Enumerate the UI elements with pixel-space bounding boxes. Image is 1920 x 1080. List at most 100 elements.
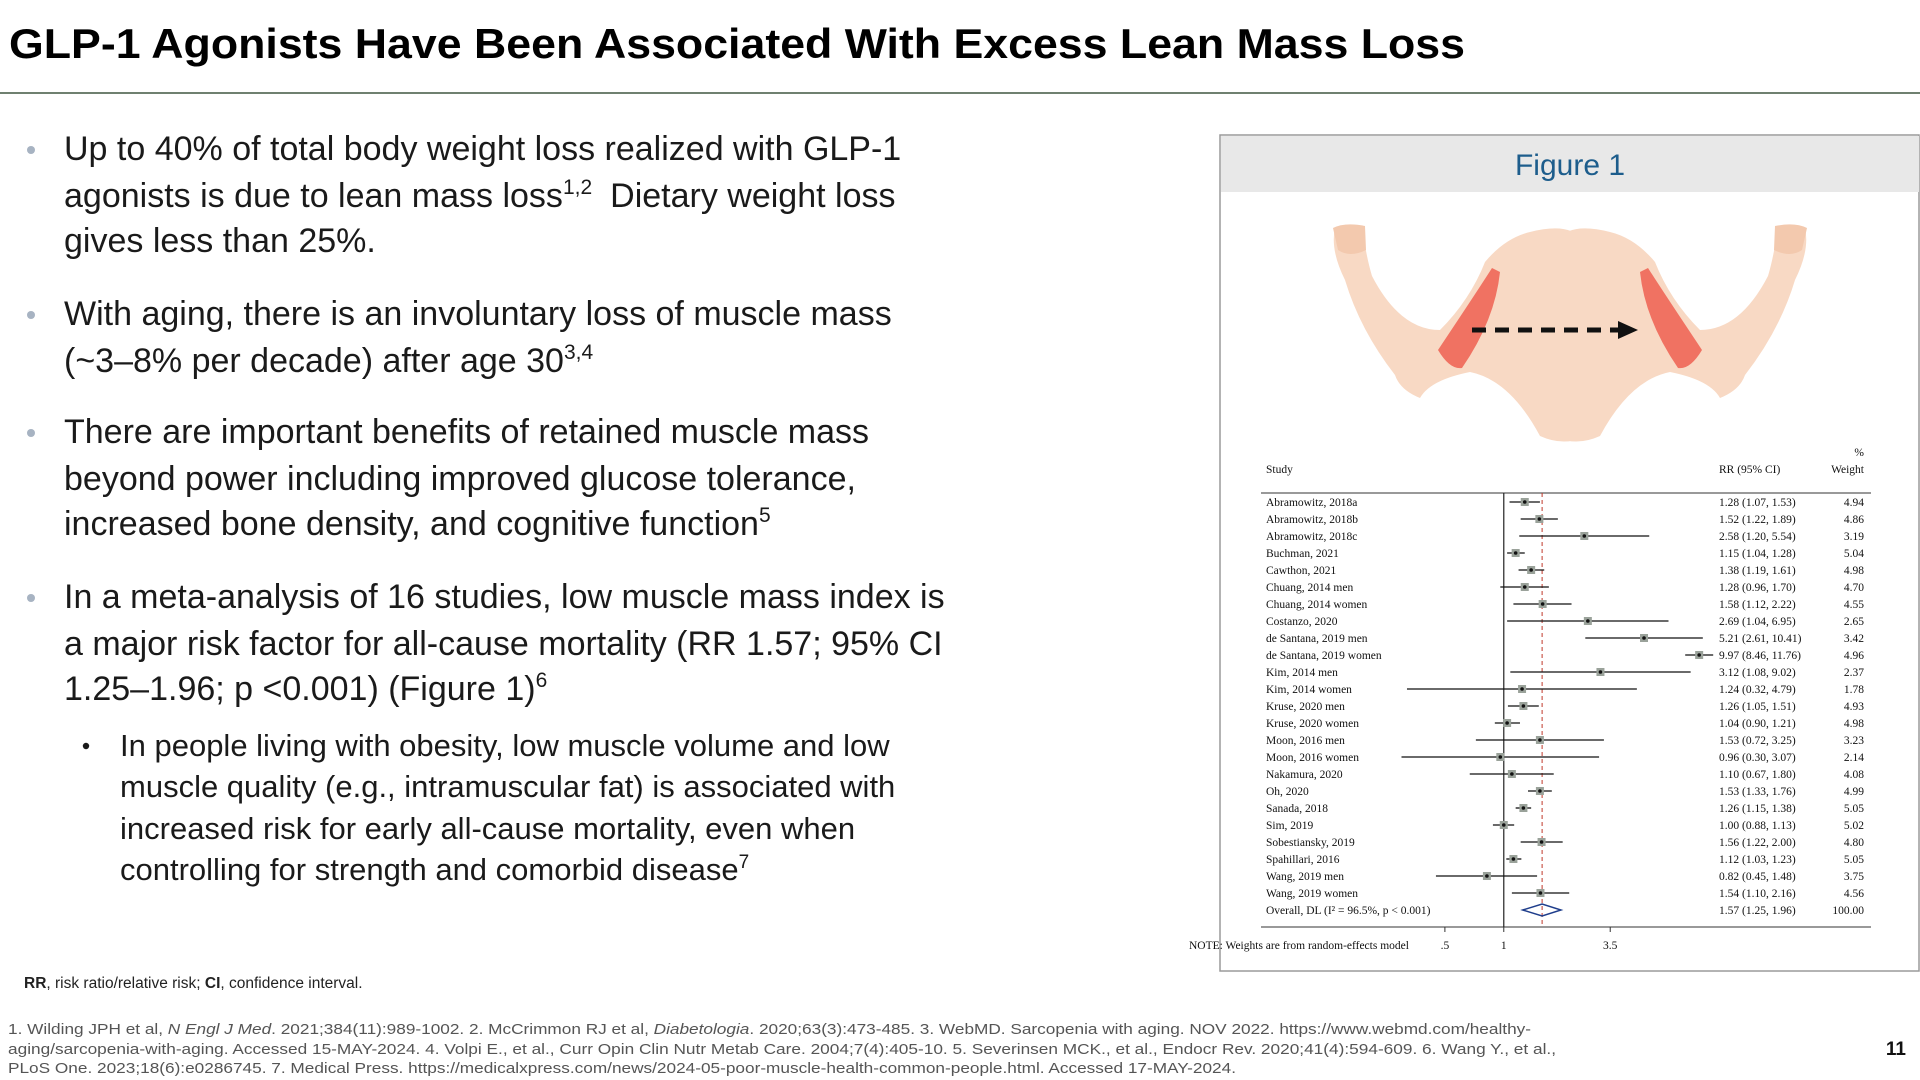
abbr: RR <box>24 975 46 992</box>
rr-label: 1.56 (1.22, 2.00) <box>1719 837 1796 849</box>
bullets: Up to 40% of total body weight loss real… <box>27 130 945 887</box>
point <box>1586 619 1590 623</box>
rr-label: 1.53 (0.72, 3.25) <box>1719 735 1796 747</box>
weight: 2.14 <box>1844 752 1864 764</box>
point <box>1540 602 1545 606</box>
bullet-line: increased bone density, and cognitive fu… <box>64 504 771 543</box>
superscript: 3,4 <box>564 341 594 364</box>
rr-label: 1.52 (1.22, 1.89) <box>1719 514 1796 526</box>
weight: 4.56 <box>1844 888 1864 900</box>
point <box>1537 517 1542 521</box>
figure: Figure 1 <box>1219 134 1920 972</box>
study-name: Abramowitz, 2018c <box>1266 531 1357 543</box>
rr-label: 1.53 (1.33, 1.76) <box>1719 786 1796 798</box>
weight: 4.55 <box>1844 599 1864 611</box>
rr-label: 0.82 (0.45, 1.48) <box>1719 871 1796 883</box>
study-name: Moon, 2016 women <box>1266 752 1359 764</box>
bullet-line: agonists is due to lean mass loss1,2 Diet… <box>64 176 895 215</box>
forest-plot: Study RR (95% CI)% Weight .5 1 3.5 Abramowitz,… <box>1189 447 1871 952</box>
bullet-line: gives less than 25%. <box>64 222 376 260</box>
point <box>1511 857 1516 861</box>
text: , confidence interval. <box>220 975 362 992</box>
weight: 5.05 <box>1844 803 1864 815</box>
sub-bullet-line: increased risk for early all-cause morta… <box>120 811 855 846</box>
overall-diamond <box>1520 903 1564 917</box>
study-name: Overall, DL (I² = 96.5%, p < 0.001) <box>1266 905 1431 917</box>
superscript: 6 <box>536 669 548 692</box>
point <box>1510 772 1514 776</box>
study-name: de Santana, 2019 women <box>1266 650 1382 662</box>
rr-label: 2.58 (1.20, 5.54) <box>1719 531 1796 543</box>
weight: 4.80 <box>1844 837 1864 849</box>
point <box>1697 653 1701 657</box>
reference-line: aging/sarcopenia-with-aging. Accessed 15… <box>8 1041 1556 1058</box>
text: (~3–8% per decade) after age 30 <box>64 342 564 380</box>
point <box>1538 789 1542 793</box>
study-name: Kim, 2014 women <box>1266 684 1352 696</box>
bullet-line: a major risk factor for all-cause mortal… <box>64 625 943 663</box>
weight: 4.98 <box>1844 718 1864 730</box>
study-name: Nakamura, 2020 <box>1266 769 1343 781</box>
study-name: Costanzo, 2020 <box>1266 616 1338 628</box>
rr-label: 1.12 (1.03, 1.23) <box>1719 854 1796 866</box>
weight: 4.99 <box>1844 786 1864 798</box>
text: 1. Wilding JPH et al, <box>8 1021 168 1038</box>
weight: 4.96 <box>1844 650 1864 662</box>
note: NOTE: Weights are from random-effects mo… <box>1189 940 1409 952</box>
rr-label: 1.26 (1.05, 1.51) <box>1719 701 1796 713</box>
journal: N Engl J Med <box>168 1021 272 1038</box>
bullet-dot <box>27 594 35 602</box>
weight: 1.78 <box>1844 684 1864 696</box>
weight: 4.08 <box>1844 769 1864 781</box>
rr-label: 5.21 (2.61, 10.41) <box>1719 633 1802 645</box>
study-name: Moon, 2016 men <box>1266 735 1345 747</box>
point <box>1582 534 1587 538</box>
rr-label: 3.12 (1.08, 9.02) <box>1719 667 1796 679</box>
column-header: Weight <box>1831 464 1865 476</box>
study-name: Spahillari, 2016 <box>1266 854 1340 866</box>
x-tick-label: .5 <box>1441 940 1450 952</box>
point <box>1539 840 1544 844</box>
bullet-dot <box>27 429 35 437</box>
study-name: Sim, 2019 <box>1266 820 1314 832</box>
rr-label: 1.57 (1.25, 1.96) <box>1719 905 1796 917</box>
rr-label: 0.96 (0.30, 3.07) <box>1719 752 1796 764</box>
reference-line: 1. Wilding JPH et al, N Engl J Med. 2021… <box>8 1021 1531 1038</box>
study-name: Abramowitz, 2018b <box>1266 514 1358 526</box>
bullet-dot <box>27 311 35 319</box>
text: agonists is due to lean mass loss <box>64 177 563 215</box>
point <box>1538 891 1543 895</box>
muscle <box>1438 268 1500 369</box>
rr-label: 1.10 (0.67, 1.80) <box>1719 769 1796 781</box>
muscle <box>1640 268 1702 369</box>
bullet-line: In a meta-analysis of 16 studies, low mu… <box>64 578 945 616</box>
weight: 100.00 <box>1832 905 1864 917</box>
study-name: Chuang, 2014 women <box>1266 599 1368 611</box>
reference-line: PLoS One. 2023;18(6):e0286745. 7. Medica… <box>8 1060 1236 1077</box>
slide-title: GLP-1 Agonists Have Been Associated With… <box>9 20 1465 67</box>
weight: 3.75 <box>1844 871 1864 883</box>
weight: 3.19 <box>1844 531 1864 543</box>
figure-header <box>1221 136 1919 192</box>
weight: 4.98 <box>1844 565 1864 577</box>
superscript: 5 <box>759 504 771 527</box>
figure-title: Figure 1 <box>1515 149 1625 182</box>
text: . 2020;63(3):473-485. 3. WebMD. Sarcopen… <box>749 1021 1531 1038</box>
point <box>1521 704 1526 708</box>
study-name: Sanada, 2018 <box>1266 803 1328 815</box>
point <box>1521 806 1526 810</box>
point <box>1598 670 1603 674</box>
point <box>1522 585 1527 589</box>
fist <box>1333 224 1366 254</box>
study-name: Chuang, 2014 men <box>1266 582 1353 594</box>
point <box>1485 874 1489 878</box>
weight: 2.37 <box>1844 667 1864 679</box>
weight: 3.42 <box>1844 633 1864 645</box>
column-header: Study <box>1266 464 1293 476</box>
rr-label: 1.58 (1.12, 2.22) <box>1719 599 1796 611</box>
superscript: 1,2 <box>563 176 592 199</box>
study-name: Cawthon, 2021 <box>1266 565 1337 577</box>
point <box>1522 500 1527 504</box>
text: 1.25–1.96; p <0.001) (Figure 1) <box>64 670 536 708</box>
